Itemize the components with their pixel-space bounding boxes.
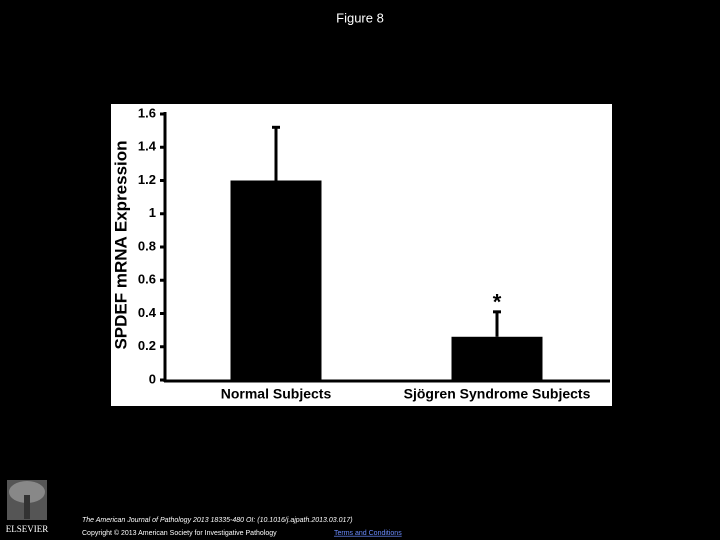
y-tick-label: 0.8 xyxy=(138,238,156,253)
logo-text: ELSEVIER xyxy=(6,524,49,534)
y-tick-label: 1 xyxy=(149,205,156,220)
x-tick-label: Sjögren Syndrome Subjects xyxy=(404,386,591,402)
citation: The American Journal of Pathology 2013 1… xyxy=(82,517,353,524)
logo-crown xyxy=(9,481,45,503)
y-axis-label: SPDEF mRNA Expression xyxy=(111,140,130,349)
elsevier-logo: ELSEVIER xyxy=(6,480,49,534)
slide-title: Figure 8 xyxy=(336,10,384,25)
logo-trunk xyxy=(24,495,30,519)
copyright: Copyright © 2013 American Society for In… xyxy=(82,529,277,537)
bar xyxy=(451,336,543,380)
x-tick-label: Normal Subjects xyxy=(221,386,332,402)
y-tick-label: 0 xyxy=(149,371,156,386)
y-tick-label: 1.2 xyxy=(138,172,156,187)
y-tick-label: 1.4 xyxy=(138,139,157,154)
error-bar xyxy=(493,310,501,337)
y-tick-label: 0.6 xyxy=(138,272,156,287)
terms-link[interactable]: Terms and Conditions xyxy=(334,530,402,537)
bar xyxy=(230,180,322,380)
y-tick-label: 1.6 xyxy=(138,105,156,120)
y-tick-label: 0.4 xyxy=(138,305,157,320)
error-bar xyxy=(272,125,280,181)
y-tick-label: 0.2 xyxy=(138,338,156,353)
annotation: * xyxy=(493,290,502,315)
